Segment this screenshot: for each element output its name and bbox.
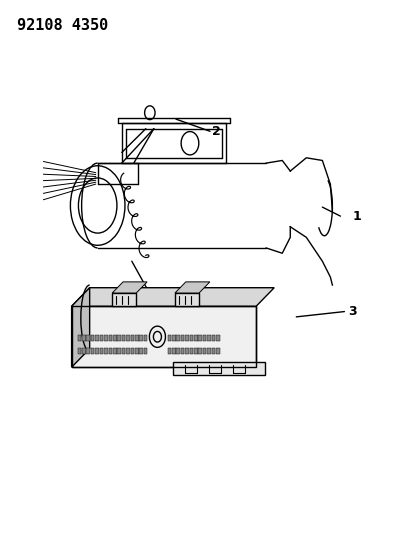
Bar bbox=[185, 335, 189, 341]
Bar bbox=[139, 348, 143, 354]
Bar bbox=[172, 348, 176, 354]
Bar bbox=[104, 348, 108, 354]
Bar bbox=[104, 335, 108, 341]
Polygon shape bbox=[175, 282, 210, 293]
Bar bbox=[113, 335, 116, 341]
Bar bbox=[181, 348, 185, 354]
Bar bbox=[109, 335, 112, 341]
Polygon shape bbox=[72, 288, 90, 367]
Bar bbox=[117, 348, 121, 354]
Bar bbox=[216, 335, 220, 341]
Bar bbox=[126, 348, 130, 354]
Bar bbox=[181, 335, 185, 341]
Bar bbox=[100, 335, 103, 341]
Bar bbox=[91, 335, 95, 341]
Bar bbox=[95, 348, 99, 354]
Bar bbox=[130, 348, 134, 354]
Bar bbox=[135, 335, 139, 341]
Bar bbox=[117, 335, 121, 341]
Text: 92108 4350: 92108 4350 bbox=[17, 18, 109, 34]
Bar bbox=[72, 306, 256, 367]
Bar bbox=[144, 335, 147, 341]
Bar bbox=[203, 335, 206, 341]
Bar bbox=[198, 348, 202, 354]
Bar bbox=[82, 348, 86, 354]
Bar bbox=[175, 293, 199, 306]
Bar bbox=[112, 293, 136, 306]
Bar bbox=[113, 348, 116, 354]
Bar bbox=[78, 348, 81, 354]
Text: 2: 2 bbox=[212, 125, 221, 138]
Bar bbox=[135, 348, 139, 354]
Bar bbox=[185, 348, 189, 354]
Bar bbox=[207, 335, 211, 341]
Bar bbox=[144, 348, 147, 354]
Bar bbox=[212, 335, 215, 341]
Bar bbox=[100, 348, 103, 354]
Bar bbox=[194, 335, 198, 341]
Text: 3: 3 bbox=[348, 305, 357, 318]
Bar bbox=[122, 335, 125, 341]
Polygon shape bbox=[112, 282, 147, 293]
Bar bbox=[126, 335, 130, 341]
Bar bbox=[91, 348, 95, 354]
Bar bbox=[198, 335, 202, 341]
Bar bbox=[139, 335, 143, 341]
Bar bbox=[109, 348, 112, 354]
Bar bbox=[216, 348, 220, 354]
Bar bbox=[122, 348, 125, 354]
Bar bbox=[78, 335, 81, 341]
Bar bbox=[86, 335, 90, 341]
Bar bbox=[173, 362, 265, 375]
Bar bbox=[72, 306, 256, 367]
Bar bbox=[177, 348, 180, 354]
Bar bbox=[168, 348, 171, 354]
Bar bbox=[207, 348, 211, 354]
Bar bbox=[172, 335, 176, 341]
Bar bbox=[86, 348, 90, 354]
Bar bbox=[95, 335, 99, 341]
Bar bbox=[82, 335, 86, 341]
Bar bbox=[189, 348, 193, 354]
Bar bbox=[177, 335, 180, 341]
Text: 1: 1 bbox=[352, 209, 361, 223]
Bar bbox=[130, 335, 134, 341]
Bar bbox=[212, 348, 215, 354]
Bar bbox=[168, 335, 171, 341]
Bar bbox=[203, 348, 206, 354]
Bar bbox=[189, 335, 193, 341]
Bar bbox=[194, 348, 198, 354]
Polygon shape bbox=[72, 288, 274, 306]
